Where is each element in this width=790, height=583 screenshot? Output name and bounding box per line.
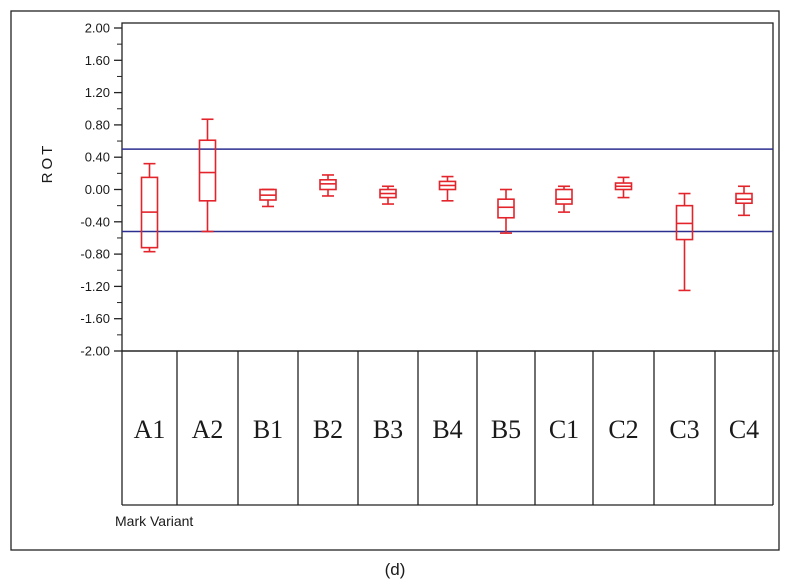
category-label: B5 [491,415,521,444]
box-iqr [555,188,573,205]
box-B4 [438,175,457,202]
box-iqr [735,192,753,205]
box-A2 [198,118,217,233]
y-tick-label: 1.20 [85,85,110,100]
y-tick-label: 2.00 [85,21,110,36]
category-label: C4 [729,415,759,444]
box-iqr [497,198,515,219]
box-B5 [497,188,515,234]
category-label: C3 [669,415,699,444]
category-label: C2 [608,415,638,444]
category-label: C1 [549,415,579,444]
y-tick-label: -1.20 [80,279,110,294]
y-axis: 2.00 1.60 1.20 0.80 0.40 0.00 -0.40 -0.80 -1.20 -… [80,21,122,359]
box-B3 [379,185,397,205]
boxes-group [140,118,753,292]
category-table: A1 A2 B1 B2 B3 B4 B5 C1 C2 C3 C4 [121,351,774,506]
y-tick-label: 0.80 [85,117,110,132]
box-iqr [198,139,217,202]
box-C4 [735,185,753,217]
category-label: B2 [313,415,343,444]
x-axis-title: Mark Variant [115,513,193,529]
box-C2 [614,176,633,199]
y-tick-label: -2.00 [80,344,110,359]
figure-caption: (d) [385,560,406,579]
category-label: A1 [134,415,166,444]
category-label: B3 [373,415,403,444]
box-C1 [555,185,573,213]
y-tick-label: 0.00 [85,182,110,197]
reference-lines [122,148,773,233]
box-iqr [319,179,337,191]
y-tick-label: -0.80 [80,247,110,262]
box-iqr [675,204,694,241]
y-tick-label: -1.60 [80,311,110,326]
category-label: B1 [253,415,283,444]
figure-frame [10,10,780,551]
category-label: A2 [192,415,224,444]
category-label: B4 [432,415,462,444]
y-tick-label: 0.40 [85,150,110,165]
y-tick-label: -0.40 [80,214,110,229]
box-B1 [259,188,277,208]
y-axis-label: ROT [39,143,56,184]
y-tick-label: 1.60 [85,53,110,68]
box-B2 [319,174,337,197]
box-C3 [675,192,694,292]
box-A1 [140,162,159,253]
